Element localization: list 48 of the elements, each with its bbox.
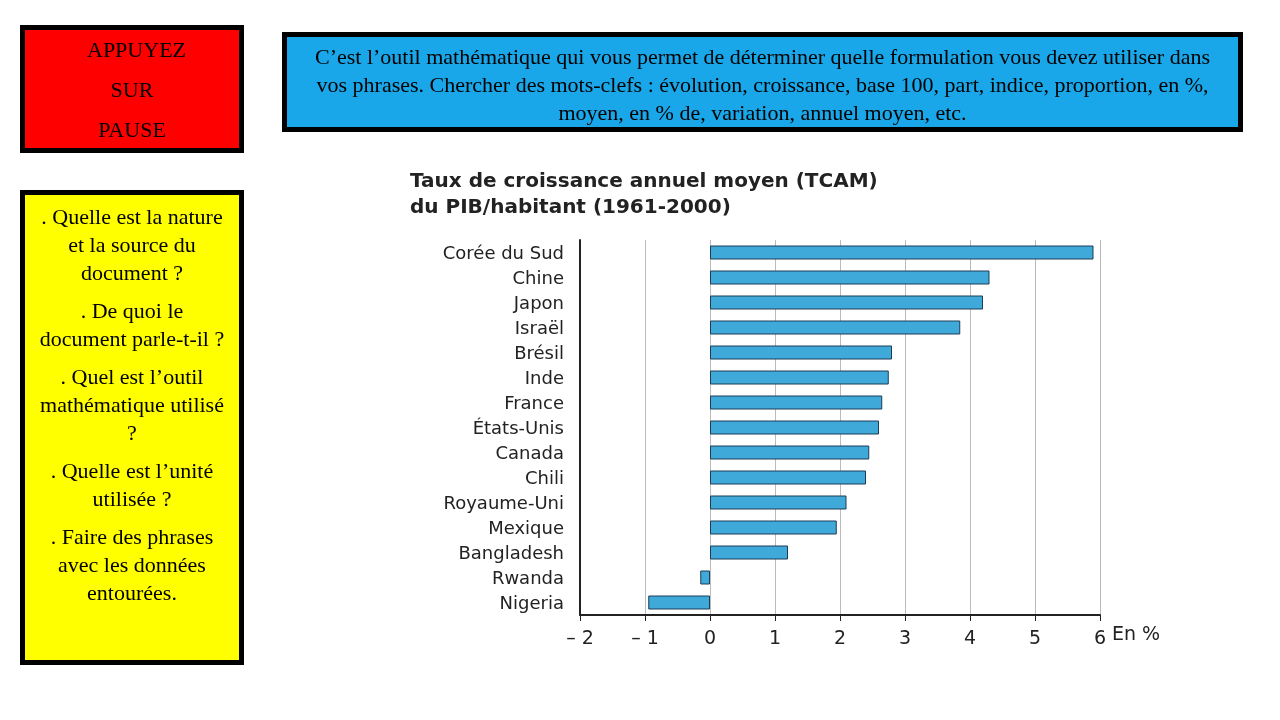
bar [710,445,870,460]
y-tick-label: Corée du Sud [442,242,564,263]
y-tick-label: Inde [524,367,564,388]
y-tick-label: Chili [525,467,564,488]
bar [700,570,710,585]
x-tick-label: 1 [768,625,782,648]
y-tick-label: Bangladesh [458,542,564,563]
bar [710,470,866,485]
x-tick-label: 5 [1028,625,1042,648]
x-tick-label: 3 [898,625,912,648]
x-tick-label: 2 [833,625,847,648]
text: APPUYEZ SUR PAUSE [20,25,244,153]
bar [710,345,892,360]
bar [710,320,961,335]
x-tick-label: 6 [1093,625,1107,648]
y-tick-label: Canada [495,442,564,463]
bar [710,420,879,435]
x-tick-label: 4 [963,625,977,648]
chart-title: Taux de croissance annuel moyen (TCAM) du PIB/habitant (1961-2000) [410,168,878,218]
y-tick-label: Mexique [488,517,564,538]
x-tick-label: 0 [703,625,717,648]
bar [710,520,837,535]
bar [648,595,710,610]
y-tick-label: Nigeria [499,592,564,613]
bar [710,245,1094,260]
bar [710,545,788,560]
bar [710,395,883,410]
y-tick-label: États-Unis [472,417,564,438]
text: . Quelle est l’unité utilisée ? [49,457,215,513]
text: . Quel est l’outil mathématique utilisé ? [39,363,225,447]
bar [710,270,990,285]
text: . De quoi le document parle-t-il ? [38,297,226,353]
bar [710,370,889,385]
y-tick-label: Israël [514,317,564,338]
x-tick-label: – 2 [566,625,594,648]
x-tick-label: – 1 [631,625,659,648]
text: C’est l’outil mathématique qui vous permet de déterminer quelle formulation vous devez utiliser dans vos phrases. Chercher des mots-clefs : évolution, croissance, base 100, part, indice, proportion, en %, moyen, en % de, variation, annuel moyen, etc. [282,32,1243,132]
y-tick-label: Rwanda [491,567,564,588]
y-tick-label: Japon [512,292,564,313]
bar [710,495,847,510]
y-tick-label: Chine [512,267,564,288]
y-tick-label: Brésil [514,342,564,363]
bar [710,295,983,310]
y-tick-label: Royaume-Uni [443,492,564,513]
text: . Quelle est la nature et la source du document ? [40,203,224,287]
text: . Faire des phrases avec les données entourées. [49,523,215,607]
x-axis-title: En % [1112,621,1161,644]
y-tick-label: France [504,392,564,413]
